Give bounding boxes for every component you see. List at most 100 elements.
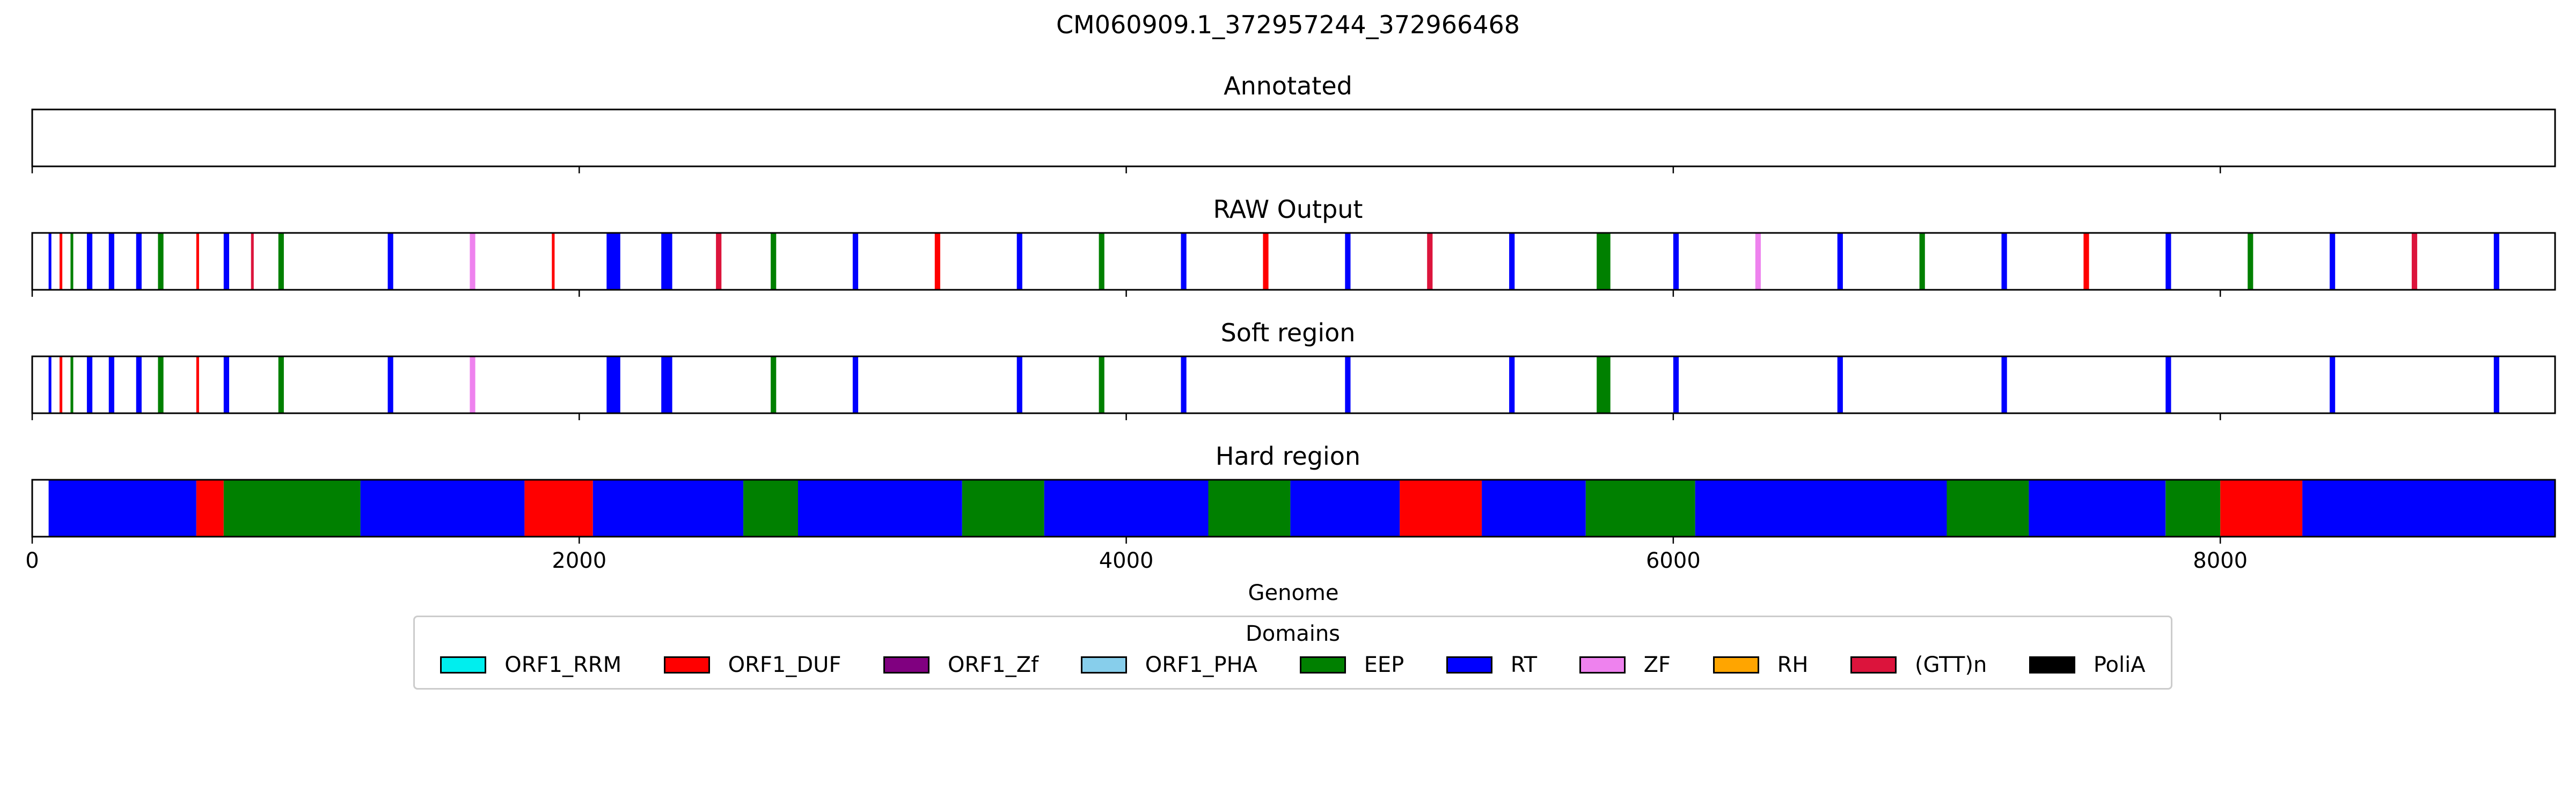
segment-rt [1044,480,1209,537]
segment-rt [1509,356,1515,413]
legend-swatch [440,656,487,674]
segment-rt [1290,480,1400,537]
legend-items: ORF1_RRM ORF1_DUF ORF1_Zf ORF1_PHA EEP RT ZF RH… [415,653,2171,677]
segment-rt [223,356,229,413]
segment-eep [1919,233,1925,290]
legend-swatch [1713,656,1759,674]
segment-eep [158,233,164,290]
segment-orf1-duf [552,233,555,290]
segment-rt [606,233,620,290]
segment-rt [108,233,114,290]
segment-eep [70,233,74,290]
legend-item: ORF1_PHA [1080,653,1257,677]
segment-rt [1016,233,1022,290]
segment-eep [1597,233,1611,290]
segment-rt [136,233,142,290]
segment-rt [852,356,859,413]
segment--gtt-n [251,233,254,290]
segment-rt [798,480,962,537]
legend-item: PoliA [2029,653,2146,677]
segment-rt [592,480,744,537]
legend-swatch [1299,656,1346,674]
x-tick-label: 6000 [1646,548,1701,573]
segment-rt [852,233,859,290]
legend-label: ORF1_DUF [728,653,841,677]
track-title-raw-output: RAW Output [1213,195,1363,224]
segment-rt [1695,480,1947,537]
segments-soft-region [48,356,2499,413]
track-title-soft-region: Soft region [1221,318,1356,347]
segment--gtt-n [2411,233,2418,290]
segment-eep [962,480,1044,537]
legend-label: EEP [1364,653,1404,677]
legend-item: EEP [1299,653,1404,677]
segment-orf1-duf [196,233,199,290]
legend-item: ZF [1579,653,1671,677]
legend-swatch [2029,656,2075,674]
segment-rt [2493,356,2499,413]
segment-rt [1673,233,1679,290]
track-frame-hard-region [31,479,2556,538]
legend-label: ORF1_RRM [504,653,622,677]
legend-swatch [1579,656,1626,674]
segment-rt [661,356,672,413]
segment-orf1-duf [60,233,63,290]
track-hard-region: Hard region [31,442,2556,544]
legend-swatch [1850,656,1897,674]
segment-rt [1181,233,1187,290]
ticks-soft-region [31,413,2221,420]
segment-orf1-duf [934,233,940,290]
segment-rt [606,356,620,413]
segment-rt [1482,480,1586,537]
segment-rt [2330,356,2336,413]
segment-rt [387,356,393,413]
segments-hard-region [48,480,2555,537]
x-tick-label: 4000 [1099,548,1154,573]
segment-orf1-duf [60,356,63,413]
segment-rt [360,480,525,537]
legend-swatch [1446,656,1492,674]
segment-rt [387,233,393,290]
segment-rt [1837,233,1843,290]
segment-eep [278,356,284,413]
x-tick-label: 0 [25,548,39,573]
track-title-annotated: Annotated [1224,71,1352,100]
segment-rt [86,356,93,413]
segments-raw-output [48,233,2499,290]
segment-rt [2493,233,2499,290]
track-raw-output: RAW Output [31,195,2556,297]
legend-swatch [663,656,710,674]
segment-orf1-duf [196,356,199,413]
track-title-hard-region: Hard region [1216,442,1360,471]
x-tick-labels: 0 2000 4000 6000 8000 [25,548,2248,573]
legend-label: ORF1_Zf [948,653,1039,677]
segment-eep [1099,356,1104,413]
segment-rt [48,480,196,537]
segment-orf1-duf [1263,233,1269,290]
segment-rt [1345,356,1351,413]
segment-eep [1208,480,1291,537]
segment-rt [2330,233,2336,290]
segment-rt [1509,233,1515,290]
track-soft-region: Soft region [31,318,2556,420]
legend-label: ZF [1643,653,1671,677]
segment-eep [771,233,777,290]
segment-rt [661,233,672,290]
segment-eep [1597,356,1611,413]
segment-eep [2165,480,2221,537]
segment-orf1-duf [2083,233,2089,290]
track-frame-soft-region [31,355,2556,414]
legend-title: Domains [1245,621,1341,646]
segment-rt [1016,356,1022,413]
segment-rt [2001,356,2007,413]
segment-zf [470,233,475,290]
legend-swatch [1080,656,1127,674]
segment-rt [1345,233,1351,290]
segment-rt [2302,480,2555,537]
segment-orf1-duf [1400,480,1482,537]
segment-eep [2248,233,2253,290]
segment-eep [1099,233,1104,290]
segment-rt [2165,233,2171,290]
segment-rt [48,233,52,290]
